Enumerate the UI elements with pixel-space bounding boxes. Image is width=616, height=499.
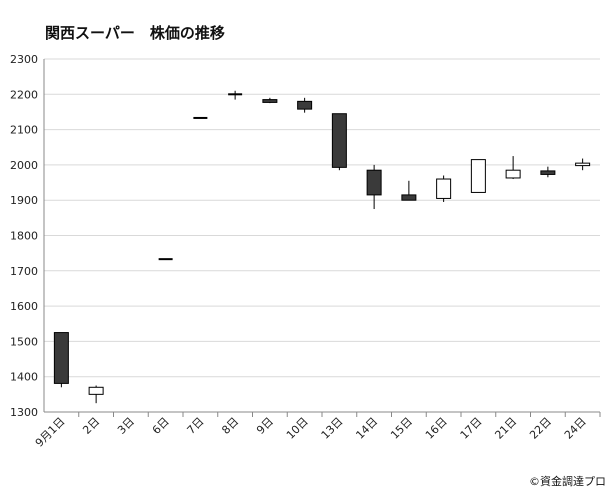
y-tick-label: 2100 bbox=[10, 124, 38, 137]
x-tick-label: 22日 bbox=[527, 415, 554, 442]
candle-body bbox=[575, 162, 591, 167]
x-tick-label: 14日 bbox=[353, 415, 380, 442]
x-tick-label: 8日 bbox=[219, 415, 241, 437]
y-tick-label: 1700 bbox=[10, 265, 38, 278]
x-tick-label: 21日 bbox=[492, 415, 519, 442]
candle-body bbox=[53, 332, 69, 384]
y-tick-label: 2000 bbox=[10, 159, 38, 172]
candle-body bbox=[436, 178, 452, 199]
x-tick-label: 17日 bbox=[458, 415, 485, 442]
candle-body bbox=[505, 169, 521, 179]
candle-body bbox=[262, 99, 278, 103]
x-tick-label: 10日 bbox=[284, 415, 311, 442]
y-tick-label: 1300 bbox=[10, 406, 38, 419]
x-tick-label: 13日 bbox=[319, 415, 346, 442]
y-tick-label: 1600 bbox=[10, 300, 38, 313]
candle-body bbox=[331, 113, 347, 168]
x-tick-label: 15日 bbox=[388, 415, 415, 442]
x-tick-label: 16日 bbox=[423, 415, 450, 442]
y-tick-label: 1800 bbox=[10, 230, 38, 243]
copyright-credit: ©資金調達プロ bbox=[529, 475, 606, 488]
y-tick-label: 1900 bbox=[10, 194, 38, 207]
candle-body bbox=[297, 100, 313, 110]
candle-body bbox=[540, 170, 556, 175]
x-tick-label: 3日 bbox=[115, 415, 137, 437]
y-tick-label: 1500 bbox=[10, 335, 38, 348]
chart-title: 関西スーパー 株価の推移 bbox=[45, 24, 225, 42]
x-tick-label: 9月1日 bbox=[33, 415, 68, 450]
x-tick-label: 7日 bbox=[185, 415, 207, 437]
x-tick-label: 2日 bbox=[80, 415, 102, 437]
y-tick-label: 2300 bbox=[10, 53, 38, 66]
y-tick-label: 2200 bbox=[10, 88, 38, 101]
candle-body bbox=[366, 169, 382, 196]
candle-body bbox=[470, 159, 486, 193]
x-tick-label: 9日 bbox=[254, 415, 276, 437]
candle-body bbox=[401, 194, 417, 201]
x-tick-label: 24日 bbox=[562, 415, 589, 442]
candle-body bbox=[88, 386, 104, 395]
x-tick-label: 6日 bbox=[150, 415, 172, 437]
y-tick-label: 1400 bbox=[10, 371, 38, 384]
